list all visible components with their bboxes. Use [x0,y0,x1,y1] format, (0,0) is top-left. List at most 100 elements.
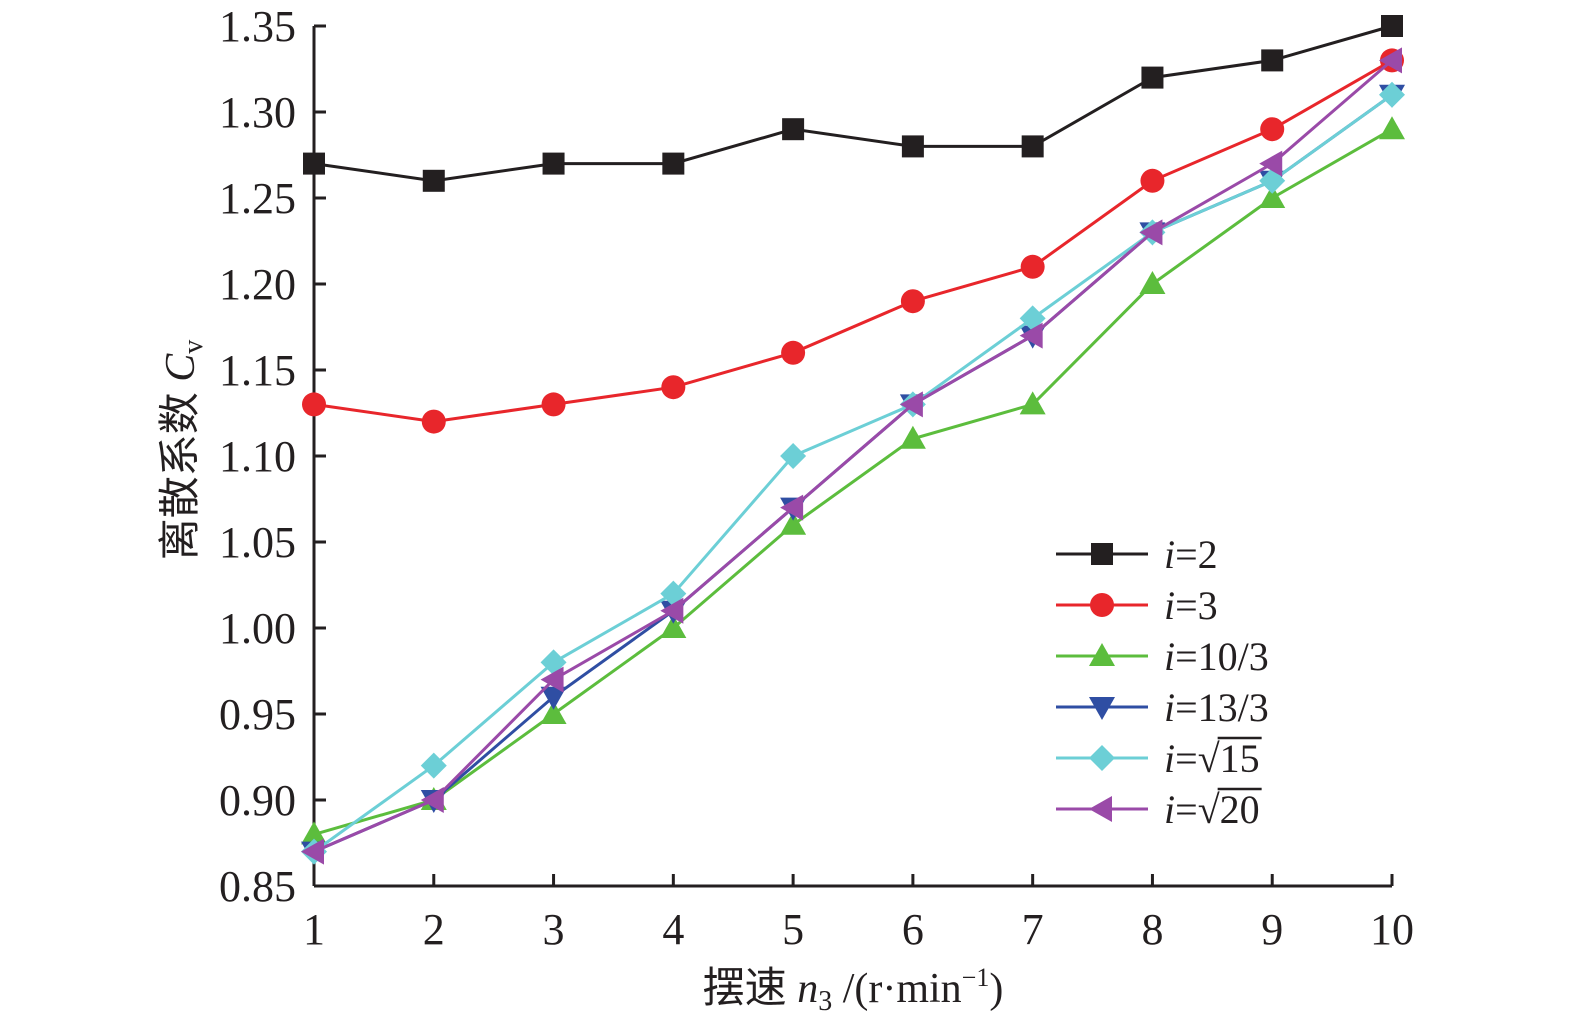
data-point [540,666,564,693]
x-tick-label: 6 [902,905,924,954]
data-point [540,701,567,724]
y-axis-label-var: C [158,353,204,382]
y-tick-label: 1.00 [219,604,296,653]
data-point [782,118,805,141]
legend-label: i=10/3 [1164,634,1269,679]
legend-radicand: 15 [1220,736,1260,781]
y-tick-label: 0.95 [219,690,296,739]
y-axis-ticks: 0.85 0.90 0.95 1.00 1.05 1.10 1.15 1.20 1.25 1.30… [219,2,326,911]
x-tick-label: 5 [782,905,804,954]
data-point [1141,66,1164,89]
legend-marker [1089,643,1115,666]
data-point [780,443,807,469]
data-point [1021,135,1044,158]
x-tick-label: 7 [1022,905,1044,954]
data-point [302,392,326,417]
data-point [420,752,447,779]
data-point [661,375,686,400]
data-point [900,289,925,314]
legend-marker [1089,745,1115,771]
data-point [542,152,565,175]
legend-item: i=2 [1056,532,1218,577]
data-point [1260,117,1285,142]
data-point [899,425,926,449]
legend-marker [1091,543,1113,565]
legend-radicand: 20 [1220,787,1260,832]
series-1 [303,15,1403,192]
legend-label: i=2 [1164,532,1218,577]
data-point [1379,116,1405,140]
y-tick-label: 1.30 [219,88,296,137]
data-point [420,787,444,813]
data-point [540,686,567,710]
legend-item: i=3 [1056,583,1218,628]
legend-item: i=13/3 [1056,685,1269,730]
data-point [301,838,324,865]
data-point [1379,81,1405,108]
data-point [301,821,327,845]
legend-marker [1089,796,1112,822]
data-point [1140,168,1165,193]
y-tick-label: 1.25 [219,174,296,223]
x-axis-label-unit-end: ) [989,966,1003,1012]
legend-label: i=√15 [1164,736,1260,781]
y-tick-label: 1.15 [219,346,296,395]
series-2 [302,48,1404,434]
series-line [313,24,1393,183]
data-point [901,135,924,158]
data-point [660,615,687,638]
legend-marker [1090,593,1114,617]
data-point [781,340,806,365]
data-point [422,169,445,192]
x-axis-ticks: 1 2 3 4 5 6 7 8 9 10 [303,874,1414,954]
series-6 [301,47,1402,865]
y-axis-label-prefix: 离散系数 [157,382,204,561]
data-point [1139,219,1163,246]
x-tick-label: 3 [543,905,565,954]
y-axis-label-sub: v [178,340,209,354]
data-point [303,152,325,175]
x-axis-label-var: n [797,966,818,1012]
x-tick-label: 2 [423,905,445,954]
data-point [1261,49,1284,72]
x-axis-label-sup: −1 [962,963,990,992]
data-point [1259,150,1283,177]
data-point [660,597,684,624]
legend-label: i=3 [1164,583,1218,628]
legend-label: i=√20 [1164,787,1260,832]
data-point [1139,271,1166,294]
series-line [313,59,1393,424]
x-axis-label-unit: /(r·min [832,966,961,1012]
legend: i=2 i=3 i=10/3 i=13/3 i=√15 i=√20 [1056,532,1269,832]
legend-item: i=10/3 [1056,634,1269,679]
data-point [1379,47,1402,74]
legend-item: i=√15 [1056,736,1262,781]
data-point [780,511,807,535]
data-point [1019,391,1046,415]
y-tick-label: 1.05 [219,518,296,567]
data-point [421,409,446,434]
x-tick-label: 8 [1141,905,1163,954]
series-line [313,59,1393,853]
y-tick-label: 1.10 [219,432,296,481]
series-line [313,127,1393,836]
legend-item: i=√20 [1056,787,1262,832]
legend-label: i=13/3 [1164,685,1269,730]
y-axis-label: 离散系数 Cv [157,340,209,561]
y-tick-label: 1.35 [219,2,296,51]
series-line [313,93,1393,853]
x-axis-label: 摆速 n3 /(r·min−1) [703,963,1004,1017]
series-group [301,15,1405,865]
x-tick-label: 10 [1370,905,1414,954]
data-point [780,494,804,521]
y-tick-label: 1.20 [219,260,296,309]
data-point [662,152,685,175]
x-axis-label-sub: 3 [818,986,832,1017]
y-tick-label: 0.85 [219,862,296,911]
x-axis-label-prefix: 摆速 [703,966,798,1012]
data-point [899,391,923,418]
x-tick-label: 1 [303,905,325,954]
data-point [1381,15,1403,37]
data-point [1020,254,1045,279]
